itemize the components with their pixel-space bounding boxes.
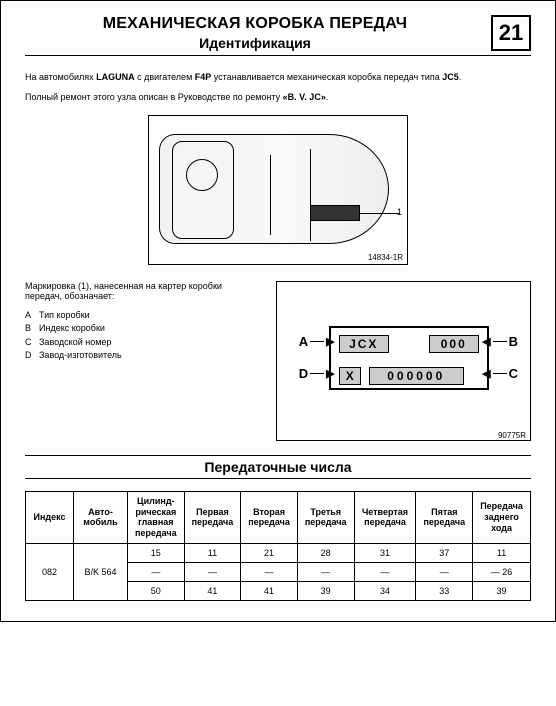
- legend-column: Маркировка (1), нанесенная на картер кор…: [25, 281, 258, 441]
- legend-intro: Маркировка (1), нанесенная на картер кор…: [25, 281, 258, 301]
- header-text: Перваяпередача: [192, 507, 234, 528]
- page-subtitle: Идентификация: [25, 35, 485, 51]
- arrow-letter: D: [299, 366, 308, 381]
- id-plate: JCX 000 X 000000: [329, 326, 489, 390]
- col-rev: Передачазаднегохода: [473, 491, 531, 543]
- intro-text-part: .: [326, 92, 329, 102]
- legend-item: AТип коробки: [25, 309, 258, 323]
- cell: 31: [354, 543, 416, 562]
- legend-item: BИндекс коробки: [25, 322, 258, 336]
- ratios-table: Индекс Авто-мобиль Цилинд-рическаяглавна…: [25, 491, 531, 601]
- header-text: Индекс: [33, 512, 65, 522]
- cell: 11: [473, 543, 531, 562]
- figure-lead-number: 1: [397, 207, 402, 217]
- col-g5: Пятаяпередача: [416, 491, 473, 543]
- cell: 34: [354, 581, 416, 600]
- col-index: Индекс: [26, 491, 74, 543]
- header-titles: МЕХАНИЧЕСКАЯ КОРОБКА ПЕРЕДАЧ Идентификац…: [25, 15, 485, 51]
- figure-wrap: 1 14834-1R: [148, 115, 408, 265]
- legend-item: DЗавод-изготовитель: [25, 349, 258, 363]
- legend-item: CЗаводской номер: [25, 336, 258, 350]
- arrow-letter: B: [509, 334, 518, 349]
- cell: —: [416, 562, 473, 581]
- legend-letter: A: [25, 309, 39, 323]
- intro-text-part: Полный ремонт этого узла описан в Руково…: [25, 92, 283, 102]
- table-row: 082 B/K 564 15 11 21 28 31 37 11: [26, 543, 531, 562]
- gearbox-figure: 1 14834-1R: [148, 115, 408, 265]
- intro-text-part: На автомобилях: [25, 72, 96, 82]
- plate-field-serial: 000000: [369, 367, 464, 385]
- cell: 50: [128, 581, 185, 600]
- intro-text-part: .: [459, 72, 462, 82]
- chapter-number: 21: [491, 15, 531, 51]
- cell: 15: [128, 543, 185, 562]
- col-g1: Перваяпередача: [184, 491, 241, 543]
- header-text: Передачазаднегохода: [480, 501, 523, 533]
- ratios-title: Передаточные числа: [25, 455, 531, 479]
- cell: 33: [416, 581, 473, 600]
- intro-manual: «B. V. JC»: [283, 92, 326, 102]
- cell: —: [297, 562, 354, 581]
- cell-auto: B/K 564: [74, 543, 128, 600]
- intro-engine: F4P: [195, 72, 212, 82]
- arrow-letter: C: [509, 366, 518, 381]
- legend-text: Тип коробки: [39, 309, 90, 323]
- plate-field-type: JCX: [339, 335, 389, 353]
- cell: —: [128, 562, 185, 581]
- id-plate-figure: A▶ D▶ B◀ C◀ JCX 000 X 000000 90775R: [276, 281, 531, 441]
- legend-text: Завод-изготовитель: [39, 349, 122, 363]
- header-text: Четвертаяпередача: [362, 507, 408, 528]
- header-text: Третьяпередача: [305, 507, 347, 528]
- legend-letter: D: [25, 349, 39, 363]
- intro-text-part: устанавливается механическая коробка пер…: [211, 72, 442, 82]
- plate-field-plant: X: [339, 367, 361, 385]
- legend-list: AТип коробки BИндекс коробки CЗаводской …: [25, 309, 258, 363]
- cell: —: [241, 562, 298, 581]
- plate-row-bottom: X 000000: [331, 360, 487, 392]
- figure-label: 14834-1R: [368, 253, 403, 262]
- legend-and-plate: Маркировка (1), нанесенная на картер кор…: [25, 281, 531, 441]
- cell: 39: [473, 581, 531, 600]
- cell: —: [184, 562, 241, 581]
- legend-letter: B: [25, 322, 39, 336]
- col-g3: Третьяпередача: [297, 491, 354, 543]
- page-title: МЕХАНИЧЕСКАЯ КОРОБКА ПЕРЕДАЧ: [25, 15, 485, 33]
- arrow-letter: A: [299, 334, 308, 349]
- legend-text: Заводской номер: [39, 336, 111, 350]
- plate-row-top: JCX 000: [331, 328, 487, 360]
- cell: 41: [184, 581, 241, 600]
- legend-text: Индекс коробки: [39, 322, 105, 336]
- intro-gearbox-type: JC5: [442, 72, 459, 82]
- header-text: Втораяпередача: [248, 507, 290, 528]
- cell: 41: [241, 581, 298, 600]
- intro-text-part: с двигателем: [135, 72, 195, 82]
- gearbox-drawing: 1: [159, 134, 389, 244]
- legend-letter: C: [25, 336, 39, 350]
- plate-column: A▶ D▶ B◀ C◀ JCX 000 X 000000 90775R: [276, 281, 531, 441]
- intro-line-2: Полный ремонт этого узла описан в Руково…: [25, 90, 531, 104]
- page: МЕХАНИЧЕСКАЯ КОРОБКА ПЕРЕДАЧ Идентификац…: [0, 0, 556, 622]
- page-header: МЕХАНИЧЕСКАЯ КОРОБКА ПЕРЕДАЧ Идентификац…: [25, 15, 531, 56]
- intro-model: LAGUNA: [96, 72, 135, 82]
- plate-figure-label: 90775R: [498, 431, 526, 440]
- cell-index: 082: [26, 543, 74, 600]
- cell: 39: [297, 581, 354, 600]
- col-g2: Втораяпередача: [241, 491, 298, 543]
- cell: 28: [297, 543, 354, 562]
- cell: 11: [184, 543, 241, 562]
- col-g4: Четвертаяпередача: [354, 491, 416, 543]
- cell: 37: [416, 543, 473, 562]
- col-auto: Авто-мобиль: [74, 491, 128, 543]
- intro-line-1: На автомобилях LAGUNA с двигателем F4P у…: [25, 70, 531, 84]
- plate-field-index: 000: [429, 335, 479, 353]
- header-text: Пятаяпередача: [423, 507, 465, 528]
- intro-text: На автомобилях LAGUNA с двигателем F4P у…: [25, 70, 531, 105]
- table-header-row: Индекс Авто-мобиль Цилинд-рическаяглавна…: [26, 491, 531, 543]
- cell: — 26: [473, 562, 531, 581]
- header-text: Авто-мобиль: [83, 507, 117, 528]
- header-text: Цилинд-рическаяглавнаяпередача: [135, 496, 177, 538]
- cell: —: [354, 562, 416, 581]
- cell: 21: [241, 543, 298, 562]
- col-final: Цилинд-рическаяглавнаяпередача: [128, 491, 185, 543]
